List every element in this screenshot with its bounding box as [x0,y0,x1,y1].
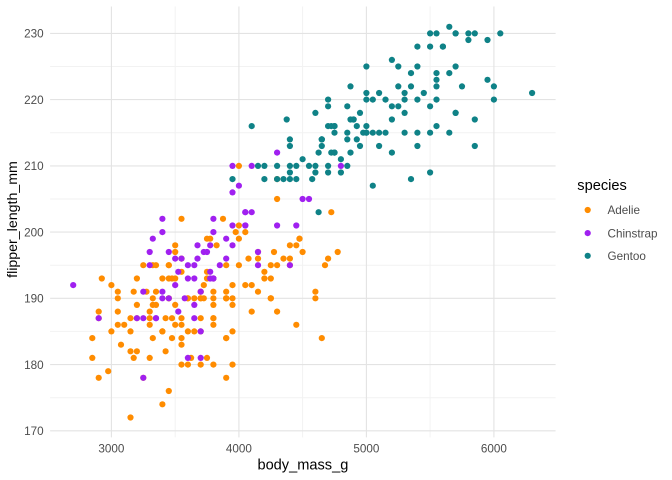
svg-text:Adelie: Adelie [608,204,641,217]
svg-text:220: 220 [24,94,44,107]
svg-text:230: 230 [24,28,44,41]
svg-text:210: 210 [24,160,44,173]
svg-text:flipper_length_mm: flipper_length_mm [5,161,21,278]
svg-text:3000: 3000 [98,442,125,455]
svg-text:body_mass_g: body_mass_g [257,458,348,474]
svg-text:170: 170 [24,425,44,438]
svg-text:200: 200 [24,226,44,239]
svg-text:190: 190 [24,293,44,306]
svg-text:180: 180 [24,359,44,372]
svg-text:6000: 6000 [481,442,508,455]
svg-text:Chinstrap: Chinstrap [608,227,659,240]
svg-text:species: species [577,178,626,194]
svg-text:4000: 4000 [226,442,253,455]
svg-text:Gentoo: Gentoo [608,250,647,263]
svg-text:5000: 5000 [353,442,380,455]
